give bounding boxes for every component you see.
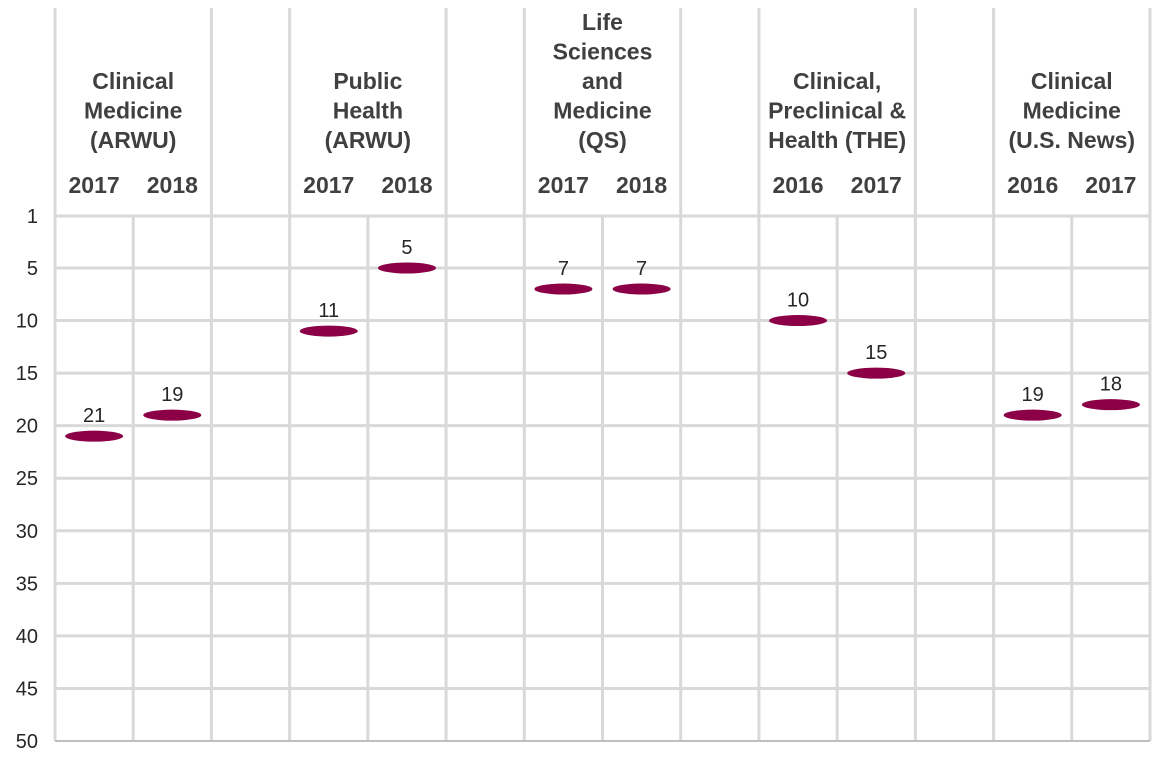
- year-label: 2018: [381, 172, 432, 198]
- y-tick-label: 40: [16, 626, 38, 648]
- data-marker: [769, 315, 828, 327]
- y-tick-label: 30: [16, 521, 38, 543]
- group-title-line: Preclinical &: [768, 98, 906, 124]
- group-title-line: Public: [333, 68, 402, 94]
- data-label: 10: [787, 290, 809, 312]
- data-marker: [847, 367, 906, 379]
- group-title-line: (ARWU): [90, 127, 176, 153]
- year-label: 2016: [772, 172, 823, 198]
- year-label: 2016: [1007, 172, 1058, 198]
- group-title-line: Medicine: [1023, 98, 1121, 124]
- year-label: 2017: [303, 172, 354, 198]
- data-label: 19: [1022, 384, 1044, 406]
- data-label: 15: [865, 342, 887, 364]
- group-title-line: Clinical: [92, 68, 174, 94]
- year-label: 2017: [1085, 172, 1136, 198]
- group-title-line: Health: [333, 98, 403, 124]
- group-title-line: Clinical: [1031, 68, 1113, 94]
- data-marker: [143, 409, 202, 421]
- data-label: 7: [636, 258, 647, 280]
- group-title-line: Life: [582, 9, 623, 35]
- group-title-line: Clinical,: [793, 68, 881, 94]
- y-tick-label: 25: [16, 468, 38, 490]
- group-title-line: Sciences: [553, 39, 653, 65]
- group-title-line: (ARWU): [325, 127, 411, 153]
- group-title-line: Medicine: [84, 98, 182, 124]
- data-marker: [299, 325, 358, 337]
- year-label: 2017: [851, 172, 902, 198]
- y-tick-label: 45: [16, 678, 38, 700]
- data-label: 21: [83, 405, 105, 427]
- group-title-line: Medicine: [553, 98, 651, 124]
- y-tick-label: 5: [27, 258, 38, 280]
- group-title-line: (QS): [578, 127, 627, 153]
- group-title-line: (U.S. News): [1009, 127, 1136, 153]
- y-tick-label: 20: [16, 416, 38, 438]
- data-label: 18: [1100, 374, 1122, 396]
- y-tick-label: 1: [27, 206, 38, 228]
- group-title-line: and: [582, 68, 623, 94]
- data-marker: [534, 283, 593, 295]
- year-label: 2018: [616, 172, 667, 198]
- data-label: 5: [401, 237, 412, 259]
- data-marker: [1081, 399, 1140, 411]
- y-tick-label: 10: [16, 311, 38, 333]
- y-tick-label: 35: [16, 573, 38, 595]
- year-label: 2017: [69, 172, 120, 198]
- y-tick-label: 15: [16, 363, 38, 385]
- y-tick-label: 50: [16, 731, 38, 753]
- data-label: 11: [318, 300, 339, 322]
- data-label: 7: [558, 258, 569, 280]
- group-title-line: Health (THE): [768, 127, 906, 153]
- data-marker: [1003, 409, 1062, 421]
- year-label: 2018: [147, 172, 198, 198]
- data-marker: [612, 283, 671, 295]
- data-marker: [65, 430, 124, 442]
- year-label: 2017: [538, 172, 589, 198]
- data-label: 19: [161, 384, 183, 406]
- data-marker: [377, 262, 436, 274]
